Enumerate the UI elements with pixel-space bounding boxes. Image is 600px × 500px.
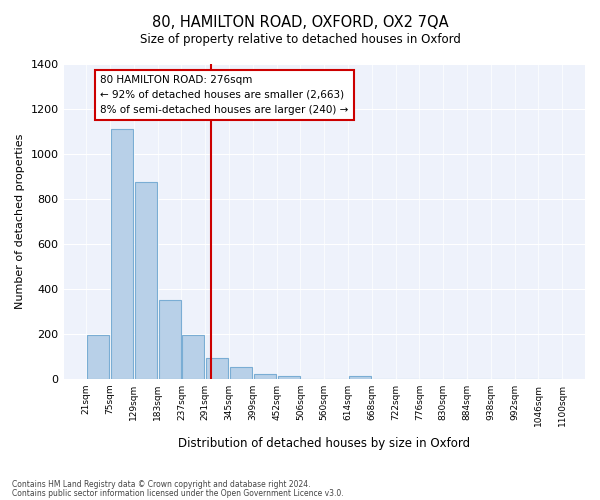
Text: Contains public sector information licensed under the Open Government Licence v3: Contains public sector information licen… [12,488,344,498]
Text: 80 HAMILTON ROAD: 276sqm
← 92% of detached houses are smaller (2,663)
8% of semi: 80 HAMILTON ROAD: 276sqm ← 92% of detach… [100,75,349,114]
Bar [206,358,228,379]
Bar [135,182,157,379]
Bar [349,376,371,379]
Bar [87,336,109,379]
Y-axis label: Number of detached properties: Number of detached properties [15,134,25,309]
Text: 80, HAMILTON ROAD, OXFORD, OX2 7QA: 80, HAMILTON ROAD, OXFORD, OX2 7QA [152,15,448,30]
Bar [254,374,276,379]
Bar [230,366,252,379]
Text: Contains HM Land Registry data © Crown copyright and database right 2024.: Contains HM Land Registry data © Crown c… [12,480,311,489]
Bar [278,376,299,379]
Bar [158,300,181,379]
Bar [182,336,205,379]
X-axis label: Distribution of detached houses by size in Oxford: Distribution of detached houses by size … [178,437,470,450]
Text: Size of property relative to detached houses in Oxford: Size of property relative to detached ho… [140,32,460,46]
Bar [111,129,133,379]
